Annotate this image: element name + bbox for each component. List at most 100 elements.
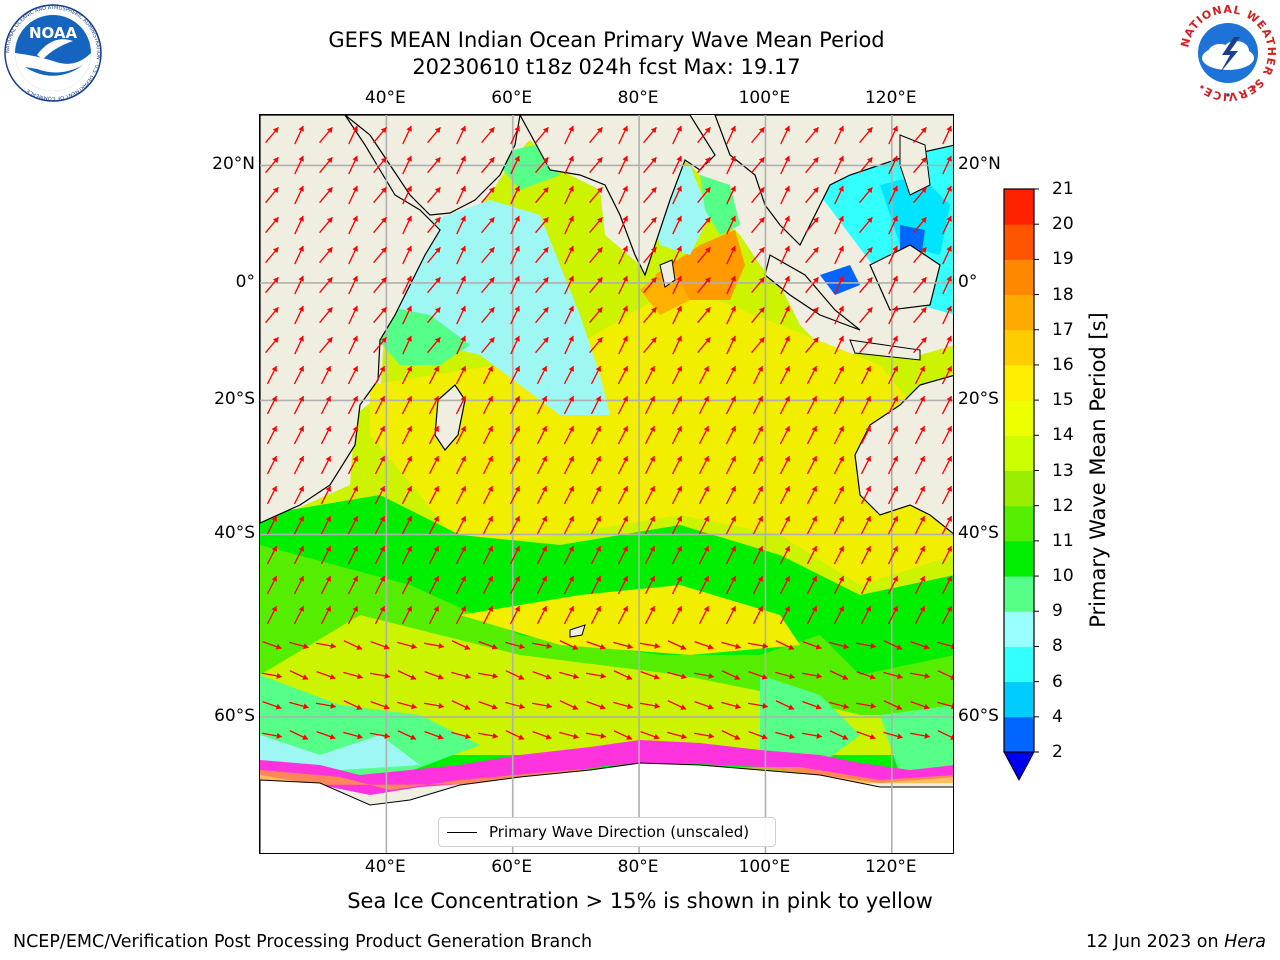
colorbar-tick-4: 4: [1052, 706, 1063, 727]
wave-arrow: [320, 545, 332, 565]
wave-arrow: [942, 125, 952, 145]
wave-arrow: [374, 545, 386, 565]
wave-arrow: [482, 485, 494, 505]
wave-arrow: [401, 395, 413, 415]
wave-arrow: [428, 545, 440, 565]
wave-arrow: [618, 245, 628, 265]
wave-arrow: [294, 335, 304, 355]
wave-arrow: [294, 305, 304, 325]
wave-arrow: [859, 156, 873, 174]
wave-arrow: [428, 605, 440, 625]
wave-arrow: [833, 365, 845, 385]
wave-arrow: [370, 640, 390, 650]
wave-arrow: [510, 185, 520, 205]
wave-arrow: [482, 575, 494, 595]
wave-arrow: [913, 156, 927, 174]
wave-arrow: [802, 700, 822, 710]
wave-arrow: [455, 365, 467, 385]
wave-arrow: [694, 700, 714, 710]
wave-arrow: [888, 305, 898, 325]
wave-arrow: [564, 245, 574, 265]
wave-arrow: [266, 605, 278, 625]
wave-arrow: [775, 671, 795, 680]
wave-arrow: [294, 245, 304, 265]
wave-arrow: [671, 455, 683, 475]
wave-arrow: [293, 425, 305, 445]
wave-arrow: [805, 246, 819, 264]
wave-arrow: [347, 545, 359, 565]
wave-arrow: [697, 216, 711, 234]
colorbar-segment-13: [1004, 435, 1034, 471]
wave-arrow: [643, 246, 657, 264]
wave-arrow: [644, 425, 656, 445]
wave-arrow: [725, 365, 737, 385]
wave-arrow: [806, 395, 818, 415]
wave-arrow: [751, 126, 765, 144]
wave-arrow: [860, 455, 872, 475]
wave-arrow: [428, 575, 440, 595]
wave-arrow: [373, 216, 387, 234]
wave-arrow: [590, 545, 602, 565]
wave-arrow: [456, 275, 466, 295]
wave-arrow: [937, 730, 953, 740]
wave-arrow: [319, 216, 333, 234]
wave-arrow: [937, 701, 953, 710]
wave-arrow: [726, 335, 736, 355]
wave-arrow: [347, 425, 359, 445]
wave-arrow: [374, 455, 386, 475]
madagascar: [434, 384, 466, 451]
wave-arrow: [456, 335, 466, 355]
wave-arrow: [914, 515, 926, 535]
wave-arrow: [644, 575, 656, 595]
colorbar-tick-15: 15: [1052, 390, 1074, 411]
wave-arrow: [456, 185, 466, 205]
wave-arrow: [401, 485, 413, 505]
map-grid: [260, 115, 953, 853]
wave-arrow: [613, 641, 633, 650]
wave-arrow: [775, 700, 795, 710]
wave-arrow: [779, 425, 791, 445]
wave-arrow: [374, 605, 386, 625]
wave-arrow: [451, 700, 471, 710]
wave-arrow: [698, 455, 710, 475]
wave-arrow: [481, 306, 495, 324]
wave-arrow: [481, 246, 495, 264]
wave-arrow: [834, 275, 844, 295]
wave-arrow: [644, 545, 656, 565]
wave-arrow: [617, 365, 629, 385]
wave-arrow: [910, 672, 930, 679]
chart-title: GEFS MEAN Indian Ocean Primary Wave Mean…: [328, 28, 885, 52]
wave-arrow: [887, 605, 899, 625]
wave-arrow: [617, 605, 629, 625]
wave-arrow: [941, 605, 953, 625]
tick-label-left--40: 40°S: [214, 523, 255, 544]
wave-arrow: [535, 276, 549, 294]
wave-arrow: [262, 640, 282, 650]
wave-arrow: [428, 485, 440, 505]
wave-arrow: [671, 395, 683, 415]
wave-arrow: [505, 641, 525, 650]
india: [519, 115, 716, 277]
wave-arrow: [455, 605, 467, 625]
wave-arrow: [694, 640, 714, 650]
wave-arrow: [833, 395, 845, 415]
wave-arrow: [856, 642, 876, 649]
wave-arrow: [913, 216, 927, 234]
wave-arrow: [617, 515, 629, 535]
wave-arrow: [856, 670, 876, 680]
sea-ice-edge: [260, 740, 953, 795]
wave-arrow: [751, 186, 765, 204]
wave-arrow: [833, 575, 845, 595]
wave-arrow: [913, 276, 927, 294]
wave-arrow: [779, 365, 791, 385]
wave-arrow: [859, 216, 873, 234]
wave-arrow: [617, 545, 629, 565]
wave-arrow: [532, 642, 552, 649]
wave-arrow: [535, 156, 549, 174]
wave-arrow: [428, 425, 440, 445]
wave-arrow: [667, 640, 687, 650]
wave-arrow: [833, 515, 845, 535]
wave-arrow: [402, 335, 412, 355]
tick-label-top-100: 100°E: [738, 88, 791, 108]
wave-arrow: [590, 425, 602, 445]
